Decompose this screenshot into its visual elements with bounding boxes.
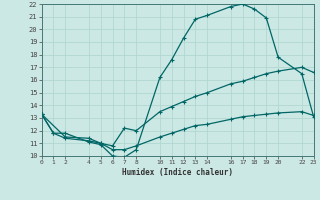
X-axis label: Humidex (Indice chaleur): Humidex (Indice chaleur) [122,168,233,177]
